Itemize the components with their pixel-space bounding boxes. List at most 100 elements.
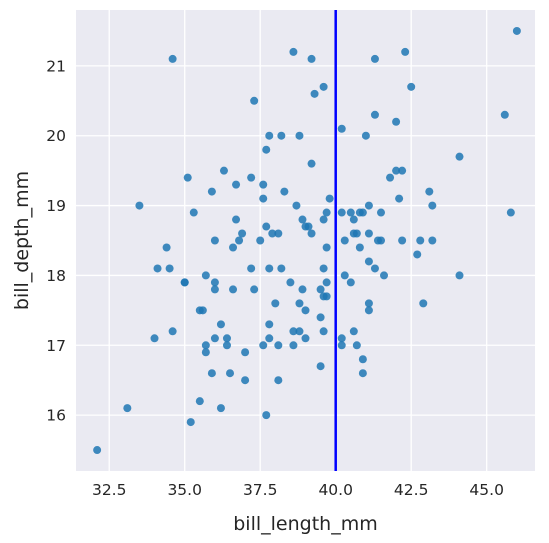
data-point	[346, 278, 355, 287]
data-point	[262, 145, 271, 154]
data-point	[346, 208, 355, 217]
data-point	[265, 264, 274, 273]
data-point	[455, 152, 464, 161]
data-point	[352, 229, 361, 238]
data-point	[277, 264, 286, 273]
data-point	[168, 54, 177, 63]
data-point	[216, 404, 225, 413]
data-point	[229, 285, 238, 294]
data-point	[226, 369, 235, 378]
data-point	[259, 180, 268, 189]
data-point	[512, 26, 521, 35]
data-point	[210, 334, 219, 343]
data-point	[301, 334, 310, 343]
data-point	[364, 229, 373, 238]
data-point	[289, 47, 298, 56]
data-point	[232, 180, 241, 189]
data-point	[247, 264, 256, 273]
x-axis-title: bill_length_mm	[233, 513, 377, 535]
data-point	[189, 208, 198, 217]
data-point	[250, 285, 259, 294]
data-point	[352, 341, 361, 350]
plot-background	[76, 10, 535, 471]
data-point	[268, 229, 277, 238]
data-point	[259, 194, 268, 203]
x-tick-label: 32.5	[92, 481, 127, 499]
data-point	[419, 299, 428, 308]
data-point	[355, 243, 364, 252]
data-point	[364, 306, 373, 315]
y-tick-labels: 16 17 18 19 20 21	[46, 57, 66, 424]
data-point	[349, 327, 358, 336]
data-point	[392, 117, 401, 126]
data-point	[280, 187, 289, 196]
data-point	[307, 159, 316, 168]
data-point	[398, 166, 407, 175]
data-point	[364, 299, 373, 308]
data-point	[150, 334, 159, 343]
data-point	[370, 264, 379, 273]
data-point	[241, 348, 250, 357]
y-axis-title: bill_depth_mm	[11, 171, 33, 310]
data-point	[319, 82, 328, 91]
data-point	[370, 54, 379, 63]
y-tick-label: 16	[46, 407, 66, 425]
data-point	[322, 292, 331, 301]
data-point	[455, 271, 464, 280]
data-point	[325, 194, 334, 203]
data-point	[361, 131, 370, 140]
data-point	[316, 285, 325, 294]
x-tick-label: 45.0	[469, 481, 504, 499]
data-point	[370, 110, 379, 119]
data-point	[295, 327, 304, 336]
data-point	[340, 271, 349, 280]
data-point	[337, 341, 346, 350]
data-point	[210, 278, 219, 287]
data-point	[322, 208, 331, 217]
data-point	[93, 446, 102, 455]
data-point	[271, 299, 280, 308]
data-point	[298, 285, 307, 294]
data-point	[238, 229, 247, 238]
data-point	[319, 327, 328, 336]
data-point	[349, 215, 358, 224]
data-point	[307, 54, 316, 63]
data-point	[506, 208, 515, 217]
x-tick-label: 40.0	[318, 481, 353, 499]
x-tick-label: 42.5	[394, 481, 429, 499]
data-point	[392, 166, 401, 175]
data-point	[376, 208, 385, 217]
data-point	[428, 201, 437, 210]
data-point	[222, 341, 231, 350]
data-point	[265, 131, 274, 140]
data-point	[295, 299, 304, 308]
data-point	[241, 376, 250, 385]
data-point	[319, 215, 328, 224]
data-point	[232, 215, 241, 224]
data-point	[207, 369, 216, 378]
data-point	[298, 215, 307, 224]
y-tick-label: 19	[46, 197, 66, 215]
data-point	[274, 376, 283, 385]
data-point	[216, 320, 225, 329]
data-point	[380, 271, 389, 280]
data-point	[123, 404, 132, 413]
data-point	[265, 334, 274, 343]
data-point	[165, 264, 174, 273]
data-point	[222, 334, 231, 343]
data-point	[229, 243, 238, 252]
y-tick-label: 20	[46, 127, 66, 145]
data-point	[247, 173, 256, 182]
data-point	[425, 187, 434, 196]
data-point	[500, 110, 509, 119]
data-point	[201, 348, 210, 357]
data-point	[337, 208, 346, 217]
y-tick-label: 21	[46, 57, 66, 75]
data-point	[292, 201, 301, 210]
y-tick-label: 18	[46, 267, 66, 285]
data-point	[286, 278, 295, 287]
data-point	[337, 334, 346, 343]
data-point	[337, 124, 346, 133]
data-point	[304, 222, 313, 231]
